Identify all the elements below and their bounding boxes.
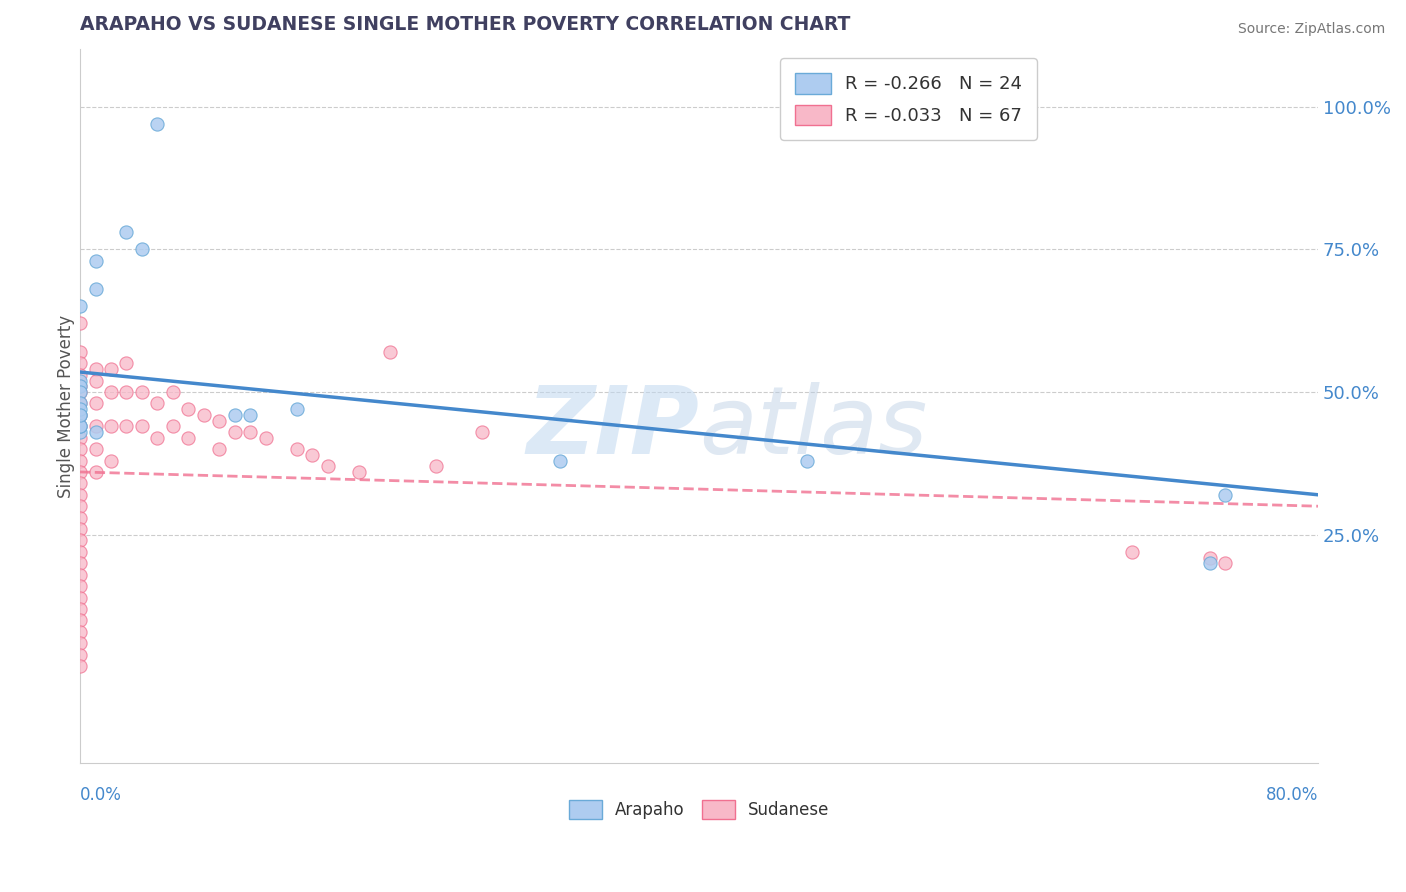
Point: [796, 453, 818, 467]
Point: [1198, 550, 1220, 565]
Point: [224, 408, 246, 422]
Point: [193, 408, 215, 422]
Text: ARAPAHO VS SUDANESE SINGLE MOTHER POVERTY CORRELATION CHART: ARAPAHO VS SUDANESE SINGLE MOTHER POVERT…: [80, 15, 851, 34]
Point: [254, 431, 277, 445]
Point: [100, 419, 122, 434]
Point: [69, 384, 91, 399]
Point: [69, 533, 91, 548]
Point: [146, 396, 169, 410]
Point: [115, 419, 138, 434]
Point: [131, 384, 153, 399]
Point: [69, 453, 91, 467]
Point: [224, 425, 246, 439]
Point: [69, 465, 91, 479]
Point: [69, 431, 91, 445]
Point: [208, 413, 231, 427]
Point: [69, 488, 91, 502]
Point: [69, 408, 91, 422]
Point: [69, 345, 91, 359]
Point: [115, 225, 138, 239]
Point: [69, 425, 91, 439]
Point: [1213, 556, 1236, 570]
Point: [69, 614, 91, 628]
Point: [1198, 556, 1220, 570]
Text: 80.0%: 80.0%: [1265, 786, 1319, 804]
Point: [425, 459, 447, 474]
Point: [69, 510, 91, 524]
Point: [1213, 488, 1236, 502]
Point: [146, 431, 169, 445]
Point: [100, 453, 122, 467]
Point: [285, 402, 308, 417]
Point: [131, 242, 153, 256]
Point: [177, 402, 200, 417]
Point: [69, 396, 91, 410]
Point: [316, 459, 339, 474]
Point: [69, 567, 91, 582]
Point: [69, 659, 91, 673]
Point: [177, 431, 200, 445]
Point: [69, 579, 91, 593]
Point: [69, 368, 91, 382]
Point: [115, 356, 138, 370]
Point: [69, 408, 91, 422]
Point: [301, 448, 323, 462]
Point: [69, 636, 91, 650]
Text: atlas: atlas: [699, 382, 928, 473]
Point: [146, 117, 169, 131]
Point: [548, 453, 571, 467]
Point: [69, 396, 91, 410]
Point: [69, 384, 91, 399]
Point: [69, 499, 91, 513]
Point: [69, 379, 91, 393]
Point: [69, 648, 91, 662]
Point: [69, 379, 91, 393]
Point: [69, 374, 91, 388]
Point: [69, 408, 91, 422]
Point: [69, 476, 91, 491]
Point: [162, 419, 184, 434]
Point: [285, 442, 308, 456]
Point: [239, 425, 262, 439]
Point: [69, 624, 91, 639]
Point: [69, 556, 91, 570]
Point: [100, 362, 122, 376]
Point: [69, 299, 91, 313]
Point: [69, 602, 91, 616]
Point: [84, 374, 107, 388]
Point: [471, 425, 494, 439]
Point: [69, 419, 91, 434]
Point: [69, 442, 91, 456]
Point: [239, 408, 262, 422]
Point: [84, 362, 107, 376]
Point: [84, 396, 107, 410]
Point: [84, 442, 107, 456]
Point: [131, 419, 153, 434]
Point: [69, 419, 91, 434]
Y-axis label: Single Mother Poverty: Single Mother Poverty: [58, 315, 75, 498]
Text: 0.0%: 0.0%: [80, 786, 122, 804]
Point: [100, 384, 122, 399]
Point: [84, 253, 107, 268]
Point: [69, 545, 91, 559]
Text: ZIP: ZIP: [526, 382, 699, 474]
Point: [378, 345, 401, 359]
Point: [84, 282, 107, 296]
Point: [208, 442, 231, 456]
Point: [84, 465, 107, 479]
Point: [69, 356, 91, 370]
Point: [84, 425, 107, 439]
Legend: Arapaho, Sudanese: Arapaho, Sudanese: [562, 794, 837, 826]
Point: [347, 465, 370, 479]
Point: [69, 317, 91, 331]
Point: [84, 419, 107, 434]
Point: [69, 591, 91, 605]
Point: [115, 384, 138, 399]
Point: [69, 402, 91, 417]
Point: [1121, 545, 1143, 559]
Point: [69, 522, 91, 536]
Text: Source: ZipAtlas.com: Source: ZipAtlas.com: [1237, 22, 1385, 37]
Point: [162, 384, 184, 399]
Point: [69, 419, 91, 434]
